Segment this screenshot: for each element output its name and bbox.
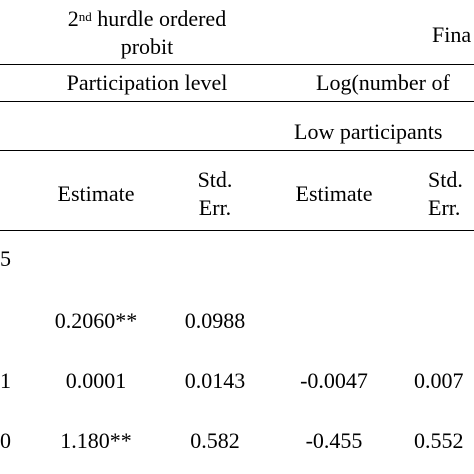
row-label: 5 — [0, 246, 11, 271]
stderr-2-header-line2: Err. — [428, 195, 461, 220]
row-se1: 0.0988 — [184, 308, 246, 333]
participation-level-header: Participation level — [66, 70, 228, 95]
estimate-1-header: Estimate — [57, 181, 135, 206]
row-est2: -0.0047 — [300, 368, 368, 393]
row-se2: 0.552 — [414, 428, 464, 453]
row-est2: -0.455 — [305, 428, 363, 453]
row-se1: 0.582 — [190, 428, 240, 453]
row-est1: 0.0001 — [65, 368, 127, 393]
stderr-1-header-line2: Err. — [198, 195, 232, 220]
rule-second — [0, 101, 474, 102]
row-se1: 0.0143 — [184, 368, 246, 393]
log-number-header: Log(number of — [316, 70, 450, 95]
rule-top — [0, 64, 474, 65]
row-est1: 0.2060** — [54, 308, 138, 333]
row-est1: 1.180** — [60, 428, 132, 453]
low-participants-header: Low participants — [294, 119, 443, 144]
rule-third — [0, 150, 474, 151]
row-label: 1 — [0, 368, 11, 393]
row-se2: 0.007 — [414, 368, 464, 393]
final-title: Fina — [432, 22, 472, 47]
hurdle2-title-line2: probit — [120, 34, 174, 59]
rule-fourth — [0, 230, 474, 231]
estimate-2-header: Estimate — [295, 181, 373, 206]
row-label: 0 — [0, 428, 11, 453]
hurdle2-title-line1: 2nd hurdle ordered — [67, 6, 227, 31]
stderr-2-header-line1: Std. — [428, 167, 463, 192]
stderr-1-header-line1: Std. — [197, 167, 233, 192]
